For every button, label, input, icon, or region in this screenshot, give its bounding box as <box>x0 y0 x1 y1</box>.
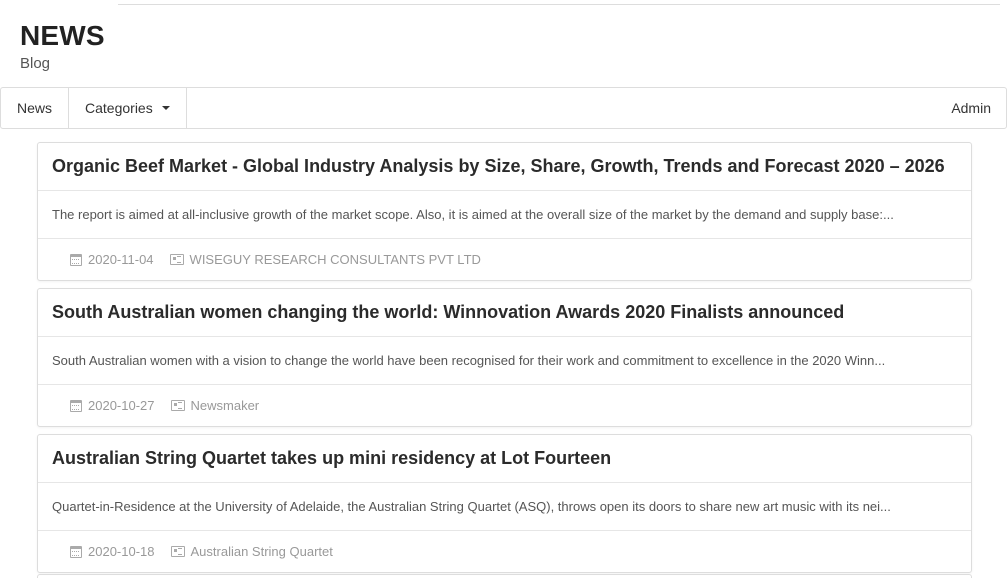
post-excerpt: Quartet-in-Residence at the University o… <box>38 483 971 531</box>
post-date: 2020-11-04 <box>70 252 154 267</box>
post-date-text: 2020-10-27 <box>88 398 155 413</box>
nav-admin-link[interactable]: Admin <box>936 88 1006 128</box>
nav-categories-label: Categories <box>85 100 153 116</box>
site-subtitle: Blog <box>20 55 51 72</box>
next-post-card-edge <box>37 574 972 578</box>
site-title[interactable]: NEWS <box>20 20 105 51</box>
post-title-link[interactable]: Australian String Quartet takes up mini … <box>38 435 971 483</box>
post-date-text: 2020-11-04 <box>88 252 154 267</box>
post-source-text: Newsmaker <box>190 398 260 413</box>
newspaper-icon <box>170 546 185 557</box>
post-meta: 2020-10-27 Newsmaker <box>38 385 971 426</box>
post-source: Australian String Quartet <box>170 544 333 559</box>
post-card: Australian String Quartet takes up mini … <box>37 434 972 573</box>
post-excerpt: The report is aimed at all-inclusive gro… <box>38 191 971 239</box>
main-navbar: News Categories Admin <box>0 87 1007 129</box>
site-header: NEWS Blog <box>20 20 105 73</box>
post-excerpt: South Australian women with a vision to … <box>38 337 971 385</box>
nav-news-link[interactable]: News <box>1 88 70 128</box>
post-card: South Australian women changing the worl… <box>37 288 972 427</box>
nav-news-label: News <box>17 100 53 116</box>
top-divider <box>118 4 1000 5</box>
newspaper-icon <box>170 400 185 411</box>
post-meta: 2020-11-04 WISEGUY RESEARCH CONSULTANTS … <box>38 239 971 280</box>
nav-spacer <box>187 88 937 128</box>
post-source: Newsmaker <box>170 398 260 413</box>
post-title-link[interactable]: Organic Beef Market - Global Industry An… <box>38 143 971 191</box>
calendar-icon <box>70 545 82 558</box>
post-card: Organic Beef Market - Global Industry An… <box>37 142 972 281</box>
nav-admin-label: Admin <box>951 100 991 116</box>
nav-categories-dropdown[interactable]: Categories <box>69 88 187 128</box>
post-meta: 2020-10-18 Australian String Quartet <box>38 531 971 572</box>
post-source-text: WISEGUY RESEARCH CONSULTANTS PVT LTD <box>189 252 481 267</box>
post-source: WISEGUY RESEARCH CONSULTANTS PVT LTD <box>169 252 481 267</box>
post-date: 2020-10-27 <box>70 398 155 413</box>
post-date: 2020-10-18 <box>70 544 155 559</box>
post-list: Organic Beef Market - Global Industry An… <box>37 142 972 580</box>
caret-down-icon <box>161 106 170 110</box>
calendar-icon <box>70 253 82 266</box>
post-source-text: Australian String Quartet <box>190 544 333 559</box>
calendar-icon <box>70 399 82 412</box>
post-title-link[interactable]: South Australian women changing the worl… <box>38 289 971 337</box>
newspaper-icon <box>169 254 184 265</box>
post-date-text: 2020-10-18 <box>88 544 155 559</box>
